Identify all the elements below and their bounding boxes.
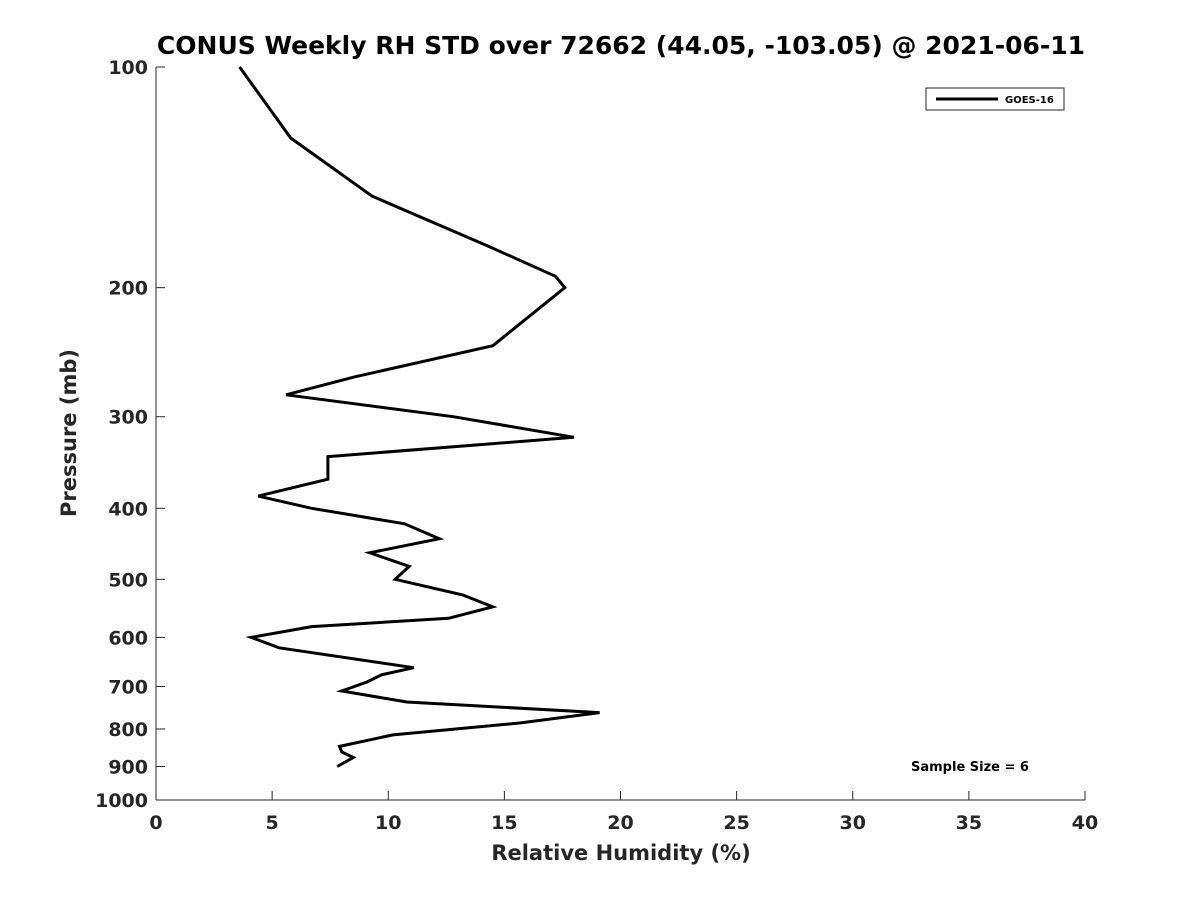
sample-size-annotation: Sample Size = 6 xyxy=(911,760,1029,775)
plot-background xyxy=(156,67,1085,800)
x-tick-label: 10 xyxy=(375,812,401,834)
x-tick-label: 0 xyxy=(149,812,162,834)
legend-label: GOES-16 xyxy=(1005,95,1054,106)
x-tick-label: 15 xyxy=(491,812,517,834)
y-tick-label: 400 xyxy=(108,498,148,520)
chart-title: CONUS Weekly RH STD over 72662 (44.05, -… xyxy=(157,31,1085,60)
y-axis-label: Pressure (mb) xyxy=(57,349,81,517)
legend: GOES-16 xyxy=(925,87,1065,111)
y-tick-label: 100 xyxy=(108,57,148,79)
series-layer xyxy=(238,66,600,768)
x-tick-label: 30 xyxy=(840,812,866,834)
x-tick-label: 20 xyxy=(607,812,633,834)
y-tick-label: 1000 xyxy=(95,790,148,812)
plot-area xyxy=(155,67,1085,801)
x-tick-label: 35 xyxy=(956,812,982,834)
y-tick-label: 800 xyxy=(108,719,148,741)
y-tick-label: 500 xyxy=(108,569,148,591)
x-tick-label: 25 xyxy=(723,812,749,834)
y-tick-label: 900 xyxy=(108,756,148,778)
x-axis-label: Relative Humidity (%) xyxy=(491,841,750,865)
series-line-goes-16 xyxy=(238,66,600,768)
y-tick-label: 600 xyxy=(108,627,148,649)
y-ticks: 100 200 300 400 500 600 700 800 900 1000 xyxy=(95,57,165,812)
x-tick-label: 5 xyxy=(266,812,279,834)
y-tick-label: 300 xyxy=(108,407,148,429)
x-ticks: 0 5 10 15 20 25 30 35 40 xyxy=(149,791,1098,834)
y-tick-label: 700 xyxy=(108,676,148,698)
y-tick-label: 200 xyxy=(108,278,148,300)
x-tick-label: 40 xyxy=(1072,812,1098,834)
